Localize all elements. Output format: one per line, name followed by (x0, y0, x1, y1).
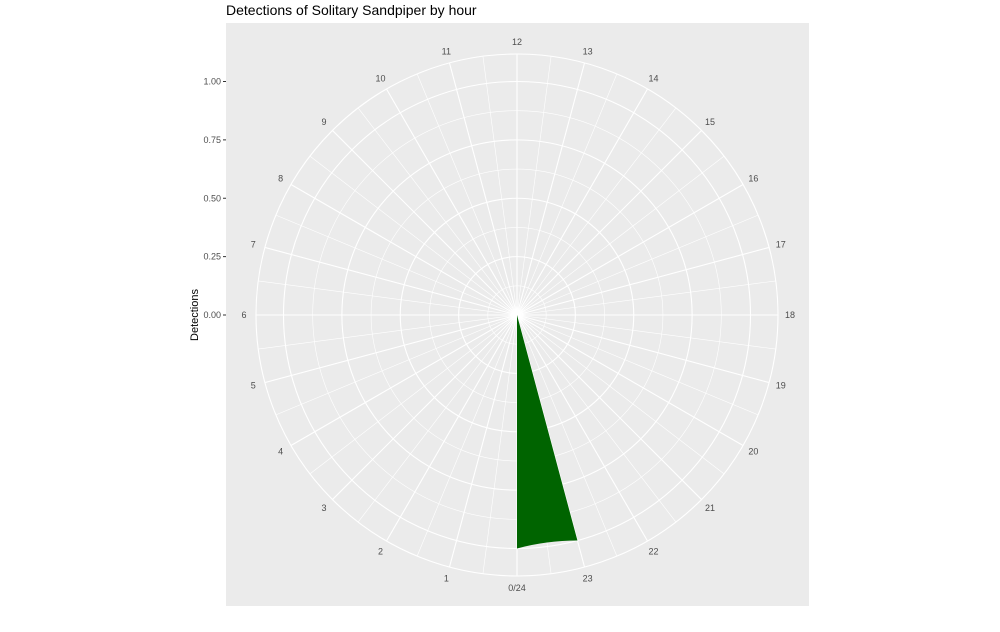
grid-spoke (386, 88, 518, 316)
grid-spoke (264, 246, 518, 316)
grid-spoke (516, 314, 744, 446)
grid-spoke (516, 62, 586, 316)
grid-spoke (332, 314, 518, 500)
grid-spoke (516, 88, 648, 316)
grid-spoke (448, 62, 518, 316)
grid-spoke (290, 184, 518, 316)
grid-spoke (516, 214, 759, 316)
grid-spoke (516, 73, 618, 316)
y-tick-label: 0.75 (203, 135, 221, 145)
angle-label: 12 (512, 37, 522, 47)
angle-label: 4 (278, 447, 283, 457)
angle-label: 22 (648, 546, 658, 556)
grid-spoke (516, 280, 776, 316)
chart-title: Detections of Solitary Sandpiper by hour (226, 2, 477, 18)
grid-spoke (516, 155, 725, 316)
y-tick-label: 1.00 (203, 77, 221, 87)
grid-spoke (516, 314, 759, 416)
angle-label: 2 (378, 546, 383, 556)
angle-label: 18 (785, 310, 795, 320)
angle-label: 9 (321, 117, 326, 127)
grid-spoke (357, 107, 518, 316)
angle-label: 21 (705, 503, 715, 513)
grid-spoke (386, 314, 518, 542)
grid-spoke (357, 314, 518, 523)
grid-spoke (516, 56, 552, 316)
grid-spoke (516, 107, 677, 316)
angle-label: 8 (278, 174, 283, 184)
grid-spoke (448, 314, 518, 568)
angle-label: 14 (648, 74, 658, 84)
grid-spoke (482, 56, 518, 316)
grid-spoke (264, 314, 518, 384)
angle-label: 3 (321, 503, 326, 513)
grid-spoke (258, 314, 518, 350)
angle-label: 23 (583, 574, 593, 584)
angle-label: 17 (776, 239, 786, 249)
grid-spoke (516, 314, 648, 542)
angle-label: 13 (583, 46, 593, 56)
grid-spoke (516, 314, 618, 557)
grid-spoke (516, 314, 776, 350)
angle-label: 0/24 (508, 583, 526, 593)
y-tick-label: 0.50 (203, 193, 221, 203)
grid-spoke (516, 184, 744, 316)
grid-spoke (258, 280, 518, 316)
grid-spoke (516, 130, 702, 316)
bar-hour-23 (517, 315, 578, 549)
grid-spoke (516, 314, 770, 384)
angle-label: 19 (776, 381, 786, 391)
grid-spoke (275, 314, 518, 416)
grid-spoke (482, 314, 518, 574)
y-axis-label: Detections (189, 289, 201, 341)
angle-label: 5 (251, 381, 256, 391)
grid-spoke (275, 214, 518, 316)
angle-label: 11 (442, 46, 451, 56)
grid-spoke (332, 130, 518, 316)
angle-label: 1 (444, 574, 449, 584)
angle-label: 10 (375, 74, 385, 84)
y-tick-label: 0.25 (203, 252, 221, 262)
y-tick-label: 0.00 (203, 310, 221, 320)
angle-label: 16 (748, 174, 758, 184)
angle-label: 20 (748, 447, 758, 457)
grid-spoke (309, 155, 518, 316)
angle-label: 7 (251, 239, 256, 249)
grid-spoke (290, 314, 518, 446)
grid-spoke (516, 314, 702, 500)
grid-spoke (516, 314, 725, 475)
angle-label: 6 (241, 310, 246, 320)
grid-spoke (516, 314, 677, 523)
grid-spoke (309, 314, 518, 475)
angle-label: 15 (705, 117, 715, 127)
grid-spoke (416, 314, 518, 557)
grid-spoke (416, 73, 518, 316)
grid-spoke (516, 246, 770, 316)
